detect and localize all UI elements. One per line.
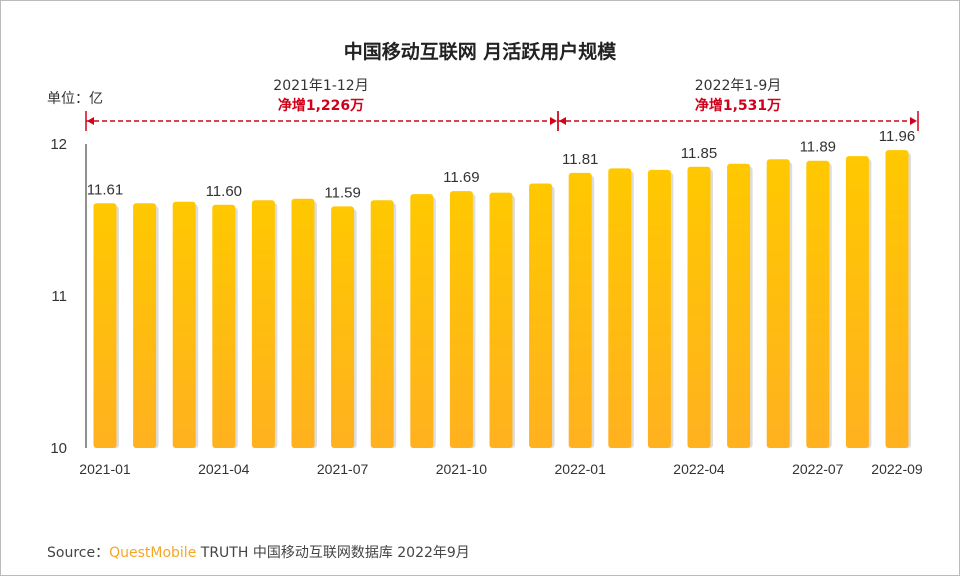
x-tick-label: 2021-04 [198, 461, 250, 477]
data-label: 11.69 [443, 169, 479, 186]
x-tick-label: 2021-10 [436, 461, 488, 477]
bar [133, 203, 157, 448]
x-tick-label: 2021-07 [317, 461, 369, 477]
x-tick-label: 2022-01 [555, 461, 607, 477]
data-label: 11.85 [681, 145, 717, 162]
data-label: 11.81 [562, 151, 598, 168]
bar [568, 172, 592, 448]
x-tick-label: 2022-07 [792, 461, 844, 477]
unit-label: 单位：亿 [47, 91, 103, 107]
x-tick-label: 2021-01 [79, 461, 131, 477]
arrow-right-icon [910, 117, 917, 125]
annotation-net: 净增1,531万 [694, 98, 782, 114]
bar [489, 192, 513, 448]
y-tick-label: 10 [50, 440, 67, 457]
annotation-2021: 2021年1-12月 净增1,226万 [221, 75, 421, 115]
bar [212, 204, 236, 448]
data-label: 11.96 [879, 128, 915, 145]
bar [647, 169, 671, 448]
bar [93, 203, 117, 448]
data-label: 11.60 [206, 183, 242, 200]
bar [529, 183, 553, 448]
x-tick-label: 2022-04 [673, 461, 725, 477]
bar [370, 200, 394, 448]
y-tick-label: 12 [50, 136, 67, 153]
source-prefix: Source： [47, 545, 110, 561]
arrow-right-icon [550, 117, 557, 125]
bar [885, 150, 909, 448]
x-tick-label: 2022-09 [871, 461, 923, 477]
bar [410, 194, 434, 448]
arrow-left-icon [559, 117, 566, 125]
y-tick-label: 11 [51, 288, 67, 305]
bar [331, 206, 355, 448]
annotation-net: 净增1,226万 [277, 98, 365, 114]
source-brand: QuestMobile [109, 545, 197, 561]
source-note: Source：QuestMobile TRUTH 中国移动互联网数据库 2022… [47, 542, 470, 562]
bar [608, 168, 632, 448]
annotation-period: 2022年1-9月 [694, 78, 782, 94]
annotation-period: 2021年1-12月 [273, 78, 369, 94]
bar [687, 166, 711, 449]
bar [766, 159, 790, 448]
data-label: 11.59 [324, 184, 360, 201]
bar [291, 198, 315, 448]
bar [845, 156, 869, 448]
bar [806, 160, 830, 448]
data-label: 11.61 [87, 181, 123, 198]
arrow-left-icon [87, 117, 94, 125]
chart-title: 中国移动互联网 月活跃用户规模 [343, 41, 617, 63]
annotation-2022: 2022年1-9月 净增1,531万 [638, 75, 838, 115]
bar [449, 191, 473, 448]
source-rest: TRUTH 中国移动互联网数据库 2022年9月 [196, 545, 470, 561]
bar [251, 200, 275, 448]
bar [172, 201, 196, 448]
bar [727, 163, 751, 448]
data-label: 11.89 [800, 139, 836, 156]
